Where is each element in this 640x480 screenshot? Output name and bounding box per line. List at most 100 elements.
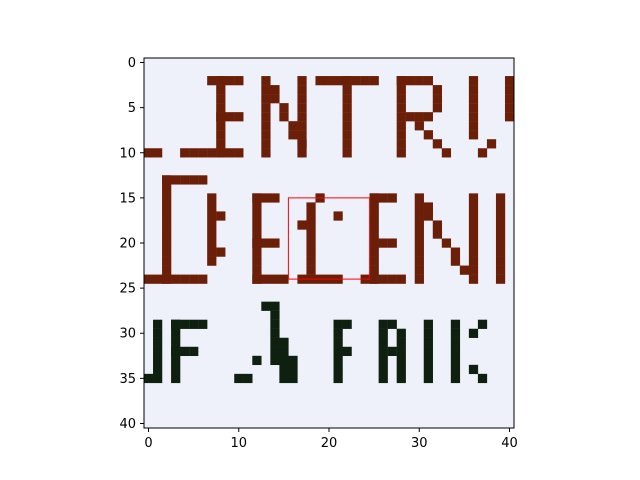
image-pixel [387, 319, 397, 329]
image-pixel [468, 211, 479, 221]
image-pixel [225, 112, 235, 122]
image-pixel [396, 373, 406, 384]
image-pixel [171, 274, 181, 284]
image-pixel [171, 373, 181, 384]
image-pixel [396, 139, 406, 149]
image-pixel [396, 355, 406, 366]
image-pixel [198, 319, 208, 329]
image-pixel [414, 256, 424, 266]
image-pixel [207, 193, 217, 203]
image-pixel [396, 130, 406, 140]
image-pixel [396, 364, 406, 375]
image-pixel [261, 121, 271, 131]
image-pixel [378, 274, 388, 284]
image-pixel [261, 112, 271, 122]
image-pixel [405, 76, 415, 86]
image-pixel [468, 121, 479, 131]
image-pixel [225, 148, 235, 158]
image-pixel [306, 247, 316, 257]
image-pixel [342, 94, 352, 104]
image-pixel [216, 94, 226, 104]
image-pixel [333, 319, 343, 329]
image-pixel [153, 274, 163, 284]
image-pixel [261, 193, 271, 203]
image-pixel [306, 229, 316, 239]
image-pixel [270, 193, 280, 203]
image-pixel [342, 121, 352, 131]
image-pixel [297, 220, 307, 230]
image-pixel [468, 265, 479, 275]
image-pixel [378, 193, 388, 203]
image-pixel [333, 364, 343, 375]
image-pixel [468, 229, 479, 239]
image-pixel [504, 103, 515, 113]
image-pixel [414, 202, 424, 212]
image-pixel [396, 274, 406, 284]
image-pixel [369, 265, 379, 275]
image-pixel [171, 346, 181, 357]
image-pixel [306, 238, 316, 248]
image-pixel [495, 247, 506, 257]
image-pixel [450, 346, 461, 357]
image-pixel [252, 274, 262, 284]
image-pixel [216, 139, 226, 149]
image-pixel [423, 364, 433, 375]
image-pixel [333, 328, 343, 338]
image-pixel [171, 175, 181, 185]
image-pixel [252, 256, 262, 266]
image-pixel [414, 274, 424, 284]
image-pixel [261, 139, 271, 149]
image-pixel [450, 247, 461, 257]
image-pixel [432, 94, 443, 104]
image-pixel [288, 121, 298, 131]
image-pixel [468, 256, 479, 266]
image-pixel [396, 103, 406, 113]
image-pixel [252, 355, 262, 366]
image-pixel [423, 76, 433, 86]
image-pixel [441, 148, 452, 158]
image-pixel [189, 148, 199, 158]
image-pixel [414, 238, 424, 248]
image-pixel [423, 373, 433, 384]
image-pixel [270, 310, 280, 320]
image-pixel [432, 103, 443, 113]
image-pixel [369, 247, 379, 257]
image-pixel [468, 130, 479, 140]
image-pixel [162, 274, 172, 284]
image-pixel [333, 355, 343, 366]
y-tick-label: 5 [128, 101, 136, 116]
image-pixel [468, 328, 479, 338]
image-pixel [369, 229, 379, 239]
image-pixel [369, 220, 379, 230]
image-pixel [162, 247, 172, 257]
image-pixel [162, 202, 172, 212]
image-pixel [261, 274, 271, 284]
image-pixel [225, 76, 235, 86]
image-pixel [270, 301, 280, 311]
image-pixel [306, 211, 316, 221]
image-pixel [306, 202, 316, 212]
image-pixel [189, 274, 199, 284]
image-pixel [144, 274, 154, 284]
image-pixel [297, 85, 307, 95]
image-pixel [333, 211, 343, 221]
image-pixel [234, 148, 244, 158]
image-pixel [414, 265, 424, 275]
image-pixel [486, 139, 497, 149]
image-pixel [396, 112, 406, 122]
image-pixel [252, 220, 262, 230]
image-pixel [153, 319, 163, 329]
image-pixel [342, 85, 352, 95]
image-pixel [432, 85, 443, 95]
image-pixel [297, 139, 307, 149]
image-pixel [315, 76, 325, 86]
image-pixel [396, 76, 406, 86]
image-pixel [297, 103, 307, 113]
image-pixel [171, 364, 181, 375]
image-pixel [369, 202, 379, 212]
image-pixel [369, 238, 379, 248]
image-pixel [270, 274, 280, 284]
image-pixel [198, 148, 208, 158]
image-pixel [207, 148, 217, 158]
image-pixel [450, 319, 461, 329]
